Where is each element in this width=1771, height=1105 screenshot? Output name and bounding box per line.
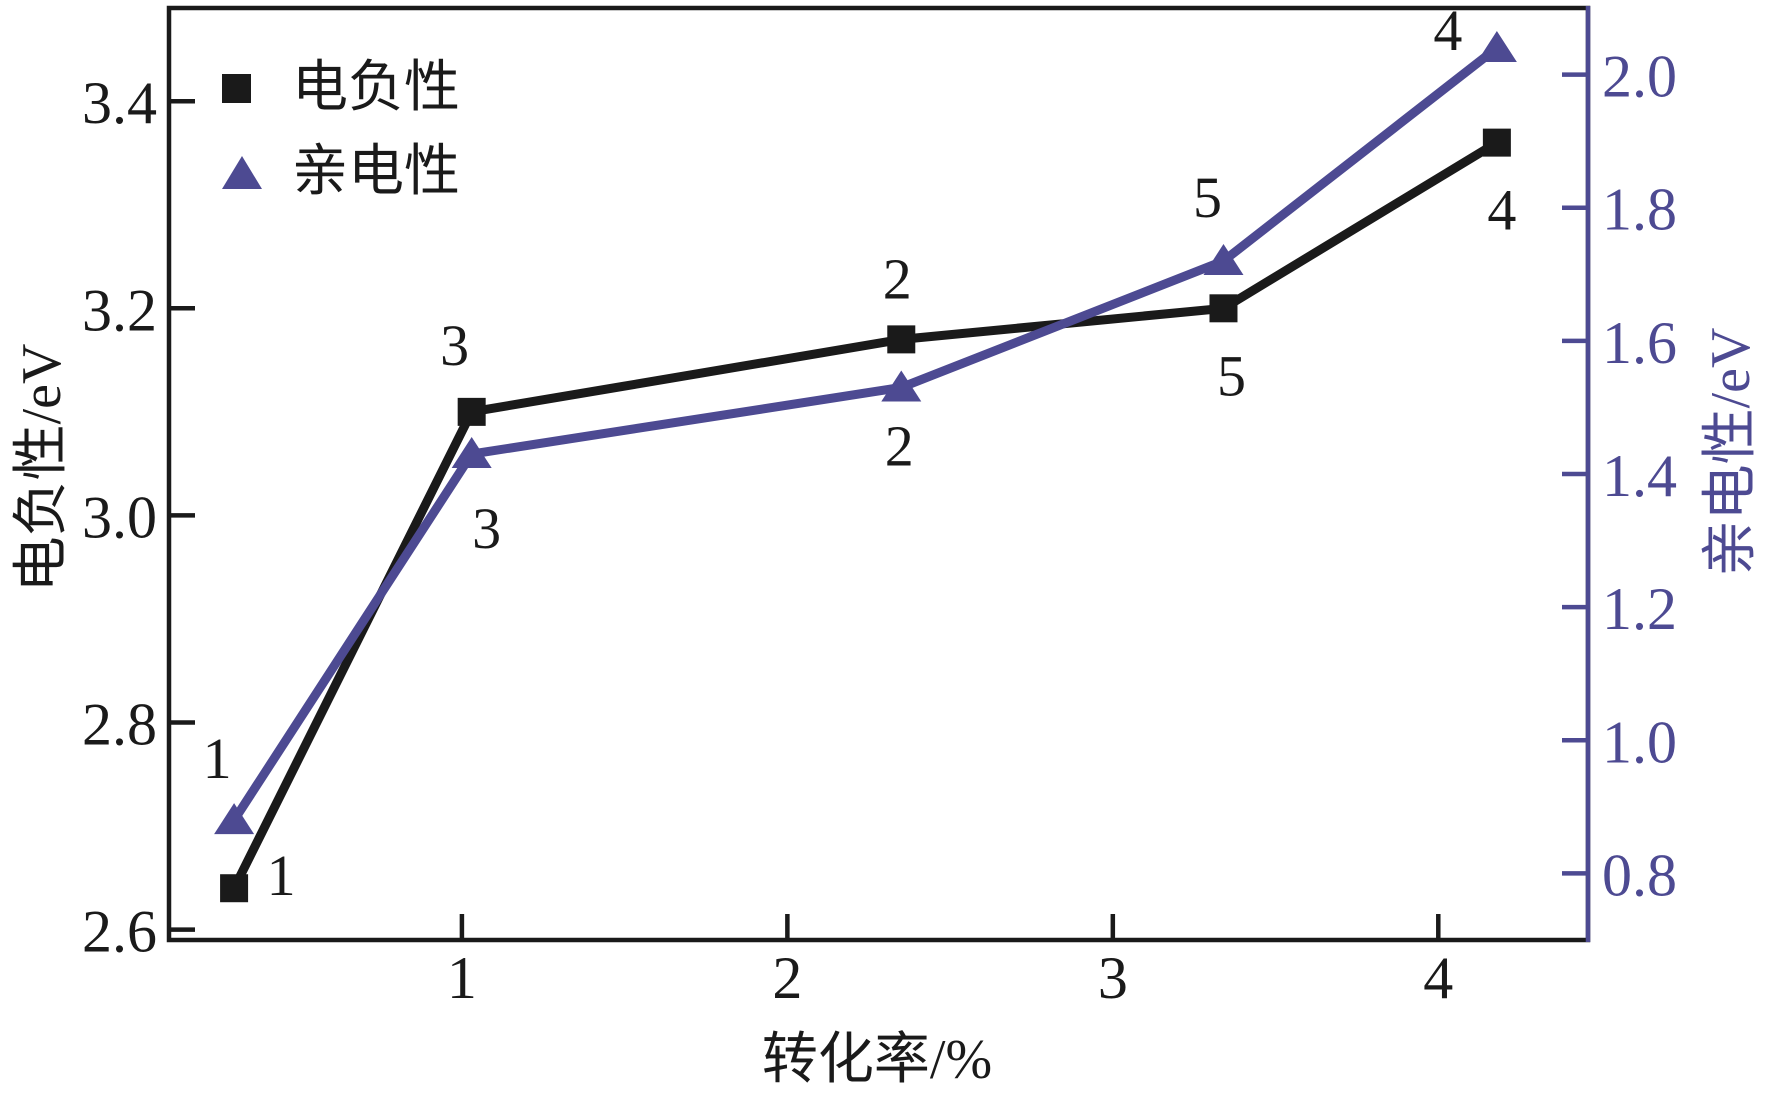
x-tick-label: 4 xyxy=(1423,945,1453,1011)
legend-marker-cell xyxy=(222,73,266,103)
triangle-marker-icon xyxy=(1203,243,1244,275)
legend: 电负性 亲电性 xyxy=(222,46,460,214)
point-label-electrophilicity: 2 xyxy=(885,413,914,478)
y-left-tick-label: 3.0 xyxy=(82,484,157,550)
point-label-electronegativity: 4 xyxy=(1487,178,1516,243)
legend-item-electrophilicity: 亲电性 xyxy=(222,130,460,214)
y-right-tick-label: 1.4 xyxy=(1602,443,1677,509)
y-right-tick-label: 2.0 xyxy=(1602,44,1677,110)
point-label-electronegativity: 5 xyxy=(1217,343,1246,408)
square-marker-icon xyxy=(220,874,249,903)
square-marker-icon xyxy=(887,325,916,354)
triangle-marker-icon xyxy=(1476,30,1517,62)
y-left-tick-label: 3.2 xyxy=(82,277,157,343)
series-line-electronegativity xyxy=(230,138,1500,891)
point-label-electrophilicity: 4 xyxy=(1433,0,1462,63)
point-label-electronegativity: 2 xyxy=(883,246,912,311)
y-right-tick-label: 1.0 xyxy=(1602,709,1677,775)
y-right-tick-label: 1.2 xyxy=(1602,576,1677,642)
y-axis-title-left: 电负性/eV xyxy=(11,343,73,593)
y-left-tick-label: 2.8 xyxy=(82,692,157,758)
point-label-electronegativity: 3 xyxy=(440,313,469,378)
y-left-tick-label: 2.6 xyxy=(82,899,157,965)
point-label-electrophilicity: 3 xyxy=(472,496,501,561)
x-tick-label: 2 xyxy=(772,945,802,1011)
square-marker-icon xyxy=(1482,128,1511,157)
square-marker-icon xyxy=(457,397,486,426)
legend-label-electrophilicity: 亲电性 xyxy=(292,141,460,203)
square-marker-icon xyxy=(1209,294,1238,323)
triangle-marker-icon xyxy=(451,437,492,469)
legend-marker-cell xyxy=(222,155,266,189)
x-tick-label: 1 xyxy=(447,945,477,1011)
y-left-tick-label: 3.4 xyxy=(82,70,157,136)
x-axis-title: 转化率/% xyxy=(761,1029,993,1091)
legend-item-electronegativity: 电负性 xyxy=(222,46,460,130)
y-axis-title-right: 亲电性/eV xyxy=(1700,327,1762,577)
triangle-marker-icon xyxy=(881,370,922,402)
square-marker-icon xyxy=(222,73,251,103)
y-right-tick-label: 1.6 xyxy=(1602,310,1677,376)
y-right-tick-label: 0.8 xyxy=(1602,842,1677,908)
point-label-electronegativity: 1 xyxy=(267,843,296,908)
y-right-tick-label: 1.8 xyxy=(1602,177,1677,243)
triangle-marker-icon xyxy=(222,155,262,189)
point-label-electrophilicity: 5 xyxy=(1193,165,1222,230)
triangle-marker-icon xyxy=(214,803,255,835)
x-tick-label: 3 xyxy=(1098,945,1128,1011)
point-label-electrophilicity: 1 xyxy=(203,726,232,791)
legend-label-electronegativity: 电负性 xyxy=(292,57,460,119)
